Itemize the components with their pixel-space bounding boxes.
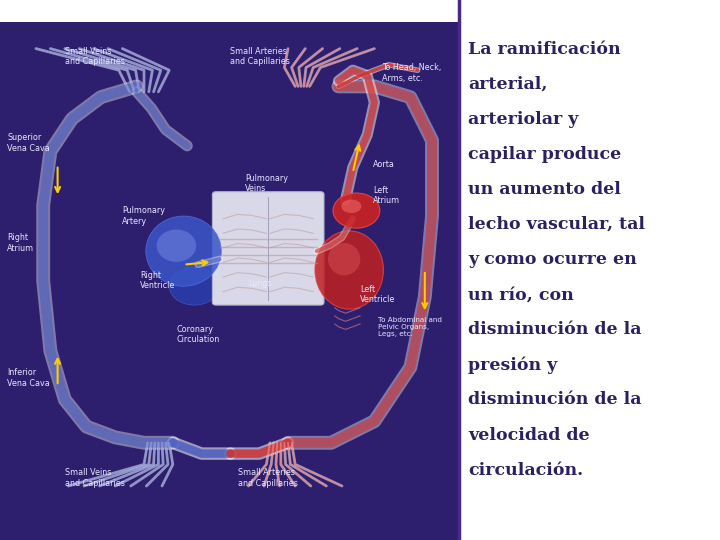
Bar	[0, 0, 459, 26]
Text: circulación.: circulación.	[468, 462, 583, 478]
Text: y como ocurre en: y como ocurre en	[468, 251, 636, 268]
Ellipse shape	[157, 230, 197, 262]
Text: Small Veins
and Capillaries: Small Veins and Capillaries	[65, 468, 125, 488]
Text: Left
Ventricle: Left Ventricle	[360, 285, 395, 304]
Text: Right
Atrium: Right Atrium	[7, 233, 35, 253]
Text: Small Arteries
and Capillaries: Small Arteries and Capillaries	[230, 47, 290, 66]
Text: Aorta: Aorta	[373, 160, 395, 169]
Text: disminución de la: disminución de la	[468, 392, 642, 408]
Text: Superior
Vena Cava: Superior Vena Cava	[7, 133, 50, 153]
Text: un río, con: un río, con	[468, 286, 574, 303]
Text: Small Veins
and Capillaries: Small Veins and Capillaries	[65, 47, 125, 66]
Ellipse shape	[333, 193, 380, 228]
Text: Small Arteries
and Capillaries: Small Arteries and Capillaries	[238, 468, 297, 488]
Text: capilar produce: capilar produce	[468, 146, 621, 163]
Text: Right
Ventricle: Right Ventricle	[140, 271, 176, 291]
Bar	[459, 0, 720, 540]
FancyBboxPatch shape	[212, 192, 324, 305]
Ellipse shape	[145, 216, 222, 286]
Text: To Head, Neck,
Arms, etc.: To Head, Neck, Arms, etc.	[382, 63, 441, 83]
Text: un aumento del: un aumento del	[468, 181, 621, 198]
Text: Pulmonary
Artery: Pulmonary Artery	[122, 206, 166, 226]
Text: Pulmonary
Veins: Pulmonary Veins	[245, 174, 288, 193]
Text: velocidad de: velocidad de	[468, 427, 590, 443]
Text: lecho vascular, tal: lecho vascular, tal	[468, 216, 645, 233]
Text: disminución de la: disminución de la	[468, 321, 642, 338]
Ellipse shape	[315, 231, 383, 309]
Ellipse shape	[169, 267, 220, 305]
Text: arteriolar y: arteriolar y	[468, 111, 578, 127]
Text: La ramificación: La ramificación	[468, 40, 621, 57]
Text: To Abdominal and
Pelvic Organs,
Legs, etc.: To Abdominal and Pelvic Organs, Legs, et…	[378, 316, 442, 337]
Text: Inferior
Vena Cava: Inferior Vena Cava	[7, 368, 50, 388]
Ellipse shape	[328, 243, 360, 275]
Text: Left
Atrium: Left Atrium	[373, 186, 400, 205]
Text: presión y: presión y	[468, 356, 557, 374]
Ellipse shape	[341, 200, 361, 213]
Bar	[0, 22, 459, 26]
Bar	[0, 26, 459, 540]
Text: Lungs: Lungs	[248, 279, 272, 288]
Text: Coronary
Circulation: Coronary Circulation	[176, 325, 220, 345]
Text: arterial,: arterial,	[468, 76, 547, 92]
